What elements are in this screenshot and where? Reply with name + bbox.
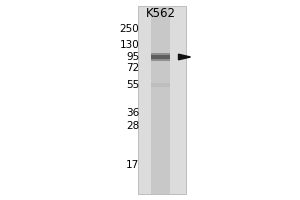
Text: 250: 250 (120, 24, 140, 34)
Text: 130: 130 (120, 40, 140, 50)
Polygon shape (178, 54, 190, 60)
Text: 72: 72 (126, 63, 140, 73)
Bar (151, 6, 170, 194)
Bar (151, 83, 170, 87)
Text: 55: 55 (126, 80, 140, 90)
Text: 95: 95 (126, 52, 140, 62)
Text: 36: 36 (126, 108, 140, 118)
Text: 17: 17 (126, 160, 140, 170)
Text: K562: K562 (146, 7, 176, 20)
Bar (138, 6, 186, 194)
Bar (151, 53, 170, 61)
Bar (152, 55, 170, 59)
Text: 28: 28 (126, 121, 140, 131)
